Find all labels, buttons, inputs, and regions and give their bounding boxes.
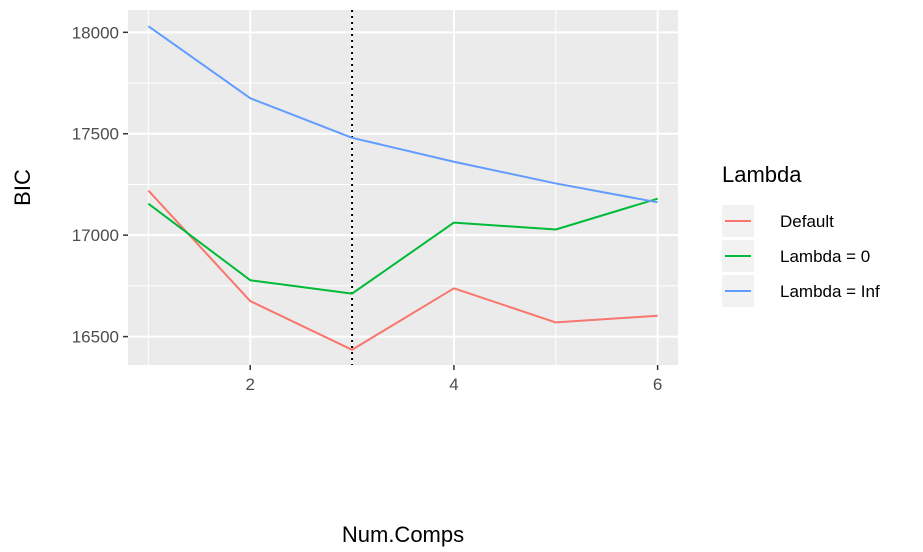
- y-axis-title: BIC: [10, 169, 35, 206]
- minor-gridlines: [128, 10, 678, 365]
- x-axis-title: Num.Comps: [342, 522, 464, 547]
- series-lines: [147, 25, 658, 351]
- legend-label: Default: [780, 212, 834, 231]
- x-tick-label: 2: [245, 375, 254, 394]
- series-line-2: [147, 197, 658, 295]
- y-tick-label: 16500: [72, 328, 119, 347]
- major-gridlines: [128, 10, 678, 365]
- series-line-1: [147, 189, 658, 351]
- legend: Lambda Default Lambda = 0 Lambda = Inf: [722, 162, 880, 307]
- x-axis-ticks: 2 4 6: [245, 365, 662, 394]
- plot-panel: [128, 10, 678, 365]
- series-line-3: [147, 25, 658, 204]
- y-axis-ticks: 16500 17000 17500 18000: [72, 23, 128, 347]
- x-tick-label: 4: [449, 375, 458, 394]
- y-tick-label: 18000: [72, 23, 119, 42]
- legend-label: Lambda = 0: [780, 247, 870, 266]
- y-tick-label: 17000: [72, 226, 119, 245]
- x-tick-label: 6: [653, 375, 662, 394]
- y-tick-label: 17500: [72, 125, 119, 144]
- legend-label: Lambda = Inf: [780, 282, 880, 301]
- legend-title: Lambda: [722, 162, 802, 187]
- legend-items: Default Lambda = 0 Lambda = Inf: [722, 205, 880, 307]
